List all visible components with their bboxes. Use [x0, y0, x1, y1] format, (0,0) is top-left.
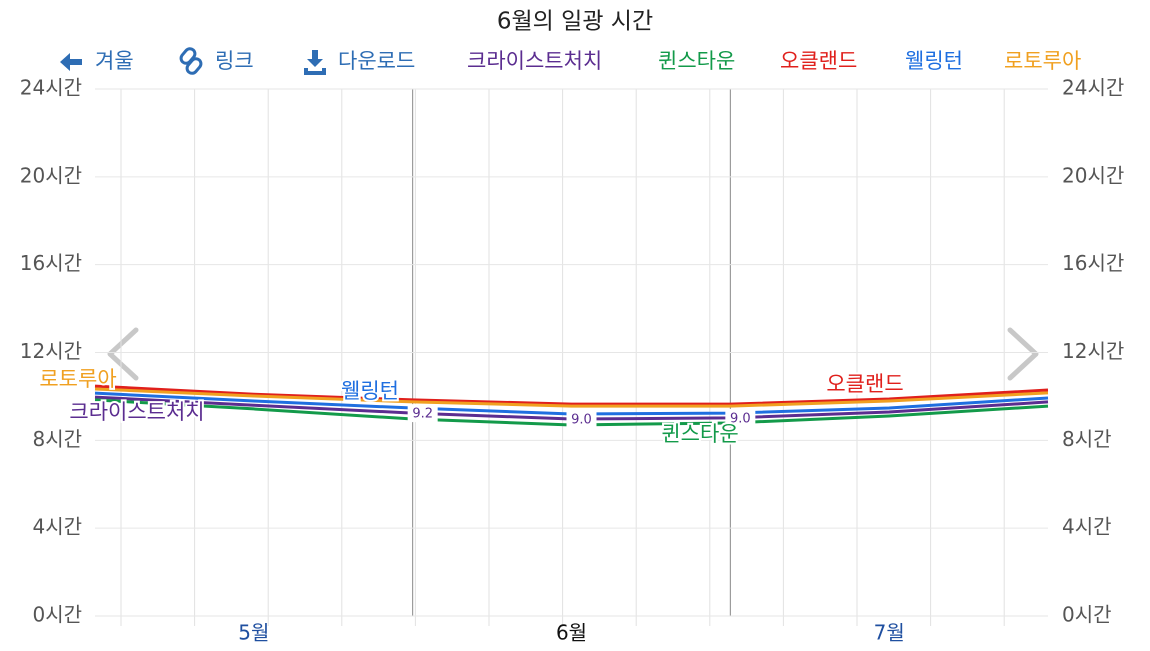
y2-tick-label: 24시간: [1062, 76, 1124, 100]
toolbar-download[interactable]: 다운로드: [338, 49, 415, 73]
chart-title: 6월의 일광 시간: [497, 9, 653, 35]
y-tick-label: 12시간: [20, 339, 82, 363]
series-label: 오클랜드: [826, 372, 903, 396]
y2-tick-label: 4시간: [1062, 515, 1112, 539]
y2-tick-label: 16시간: [1062, 251, 1124, 275]
value-label: 9.2: [412, 407, 433, 422]
x-tick-label: 7월: [874, 621, 905, 645]
back-icon[interactable]: [60, 53, 82, 71]
series-line: [94, 387, 1049, 408]
nav-arrows: [107, 327, 1039, 381]
prev-arrow[interactable]: [107, 327, 139, 381]
download-icon[interactable]: [304, 50, 326, 75]
next-arrow[interactable]: [1007, 327, 1039, 381]
value-label-bg: [725, 408, 756, 427]
y-tick-label: 8시간: [32, 427, 82, 451]
x-tick-label: 5월: [238, 621, 269, 645]
y2-tick-label: 20시간: [1062, 163, 1124, 187]
value-label: 9.0: [571, 413, 592, 428]
toolbar: 겨울 링크 다운로드: [60, 47, 415, 76]
value-label: 9.0: [730, 411, 751, 426]
legend-entry[interactable]: 퀸스타운: [658, 49, 735, 73]
value-label-bg: [407, 404, 438, 423]
series-line: [94, 384, 1049, 406]
y-tick-label: 20시간: [20, 163, 82, 187]
y2-tick-label: 0시간: [1062, 603, 1112, 627]
y-tick-label: 24시간: [20, 76, 82, 100]
value-label-bg: [566, 410, 597, 429]
y2-tick-label: 8시간: [1062, 427, 1112, 451]
series-label: 크라이스트처치: [69, 400, 204, 424]
x-tick-label: 6월: [556, 621, 587, 645]
y-tick-label: 4시간: [32, 515, 82, 539]
y-tick-label: 0시간: [32, 603, 82, 627]
legend-entry[interactable]: 웰링턴: [905, 49, 963, 73]
series-label: 웰링턴: [341, 379, 399, 403]
y2-tick-label: 12시간: [1062, 339, 1124, 363]
y-tick-label: 16시간: [20, 251, 82, 275]
legend-entry[interactable]: 크라이스트처치: [467, 49, 602, 73]
legend-entry[interactable]: 오클랜드: [780, 49, 857, 73]
toolbar-link[interactable]: 링크: [215, 49, 254, 73]
legend-entry[interactable]: 로토루아: [1004, 49, 1081, 73]
link-icon[interactable]: [179, 47, 203, 76]
toolbar-winter[interactable]: 겨울: [95, 49, 134, 73]
series-label: 퀸스타운: [661, 422, 738, 446]
series-label: 로토루아: [39, 367, 116, 391]
